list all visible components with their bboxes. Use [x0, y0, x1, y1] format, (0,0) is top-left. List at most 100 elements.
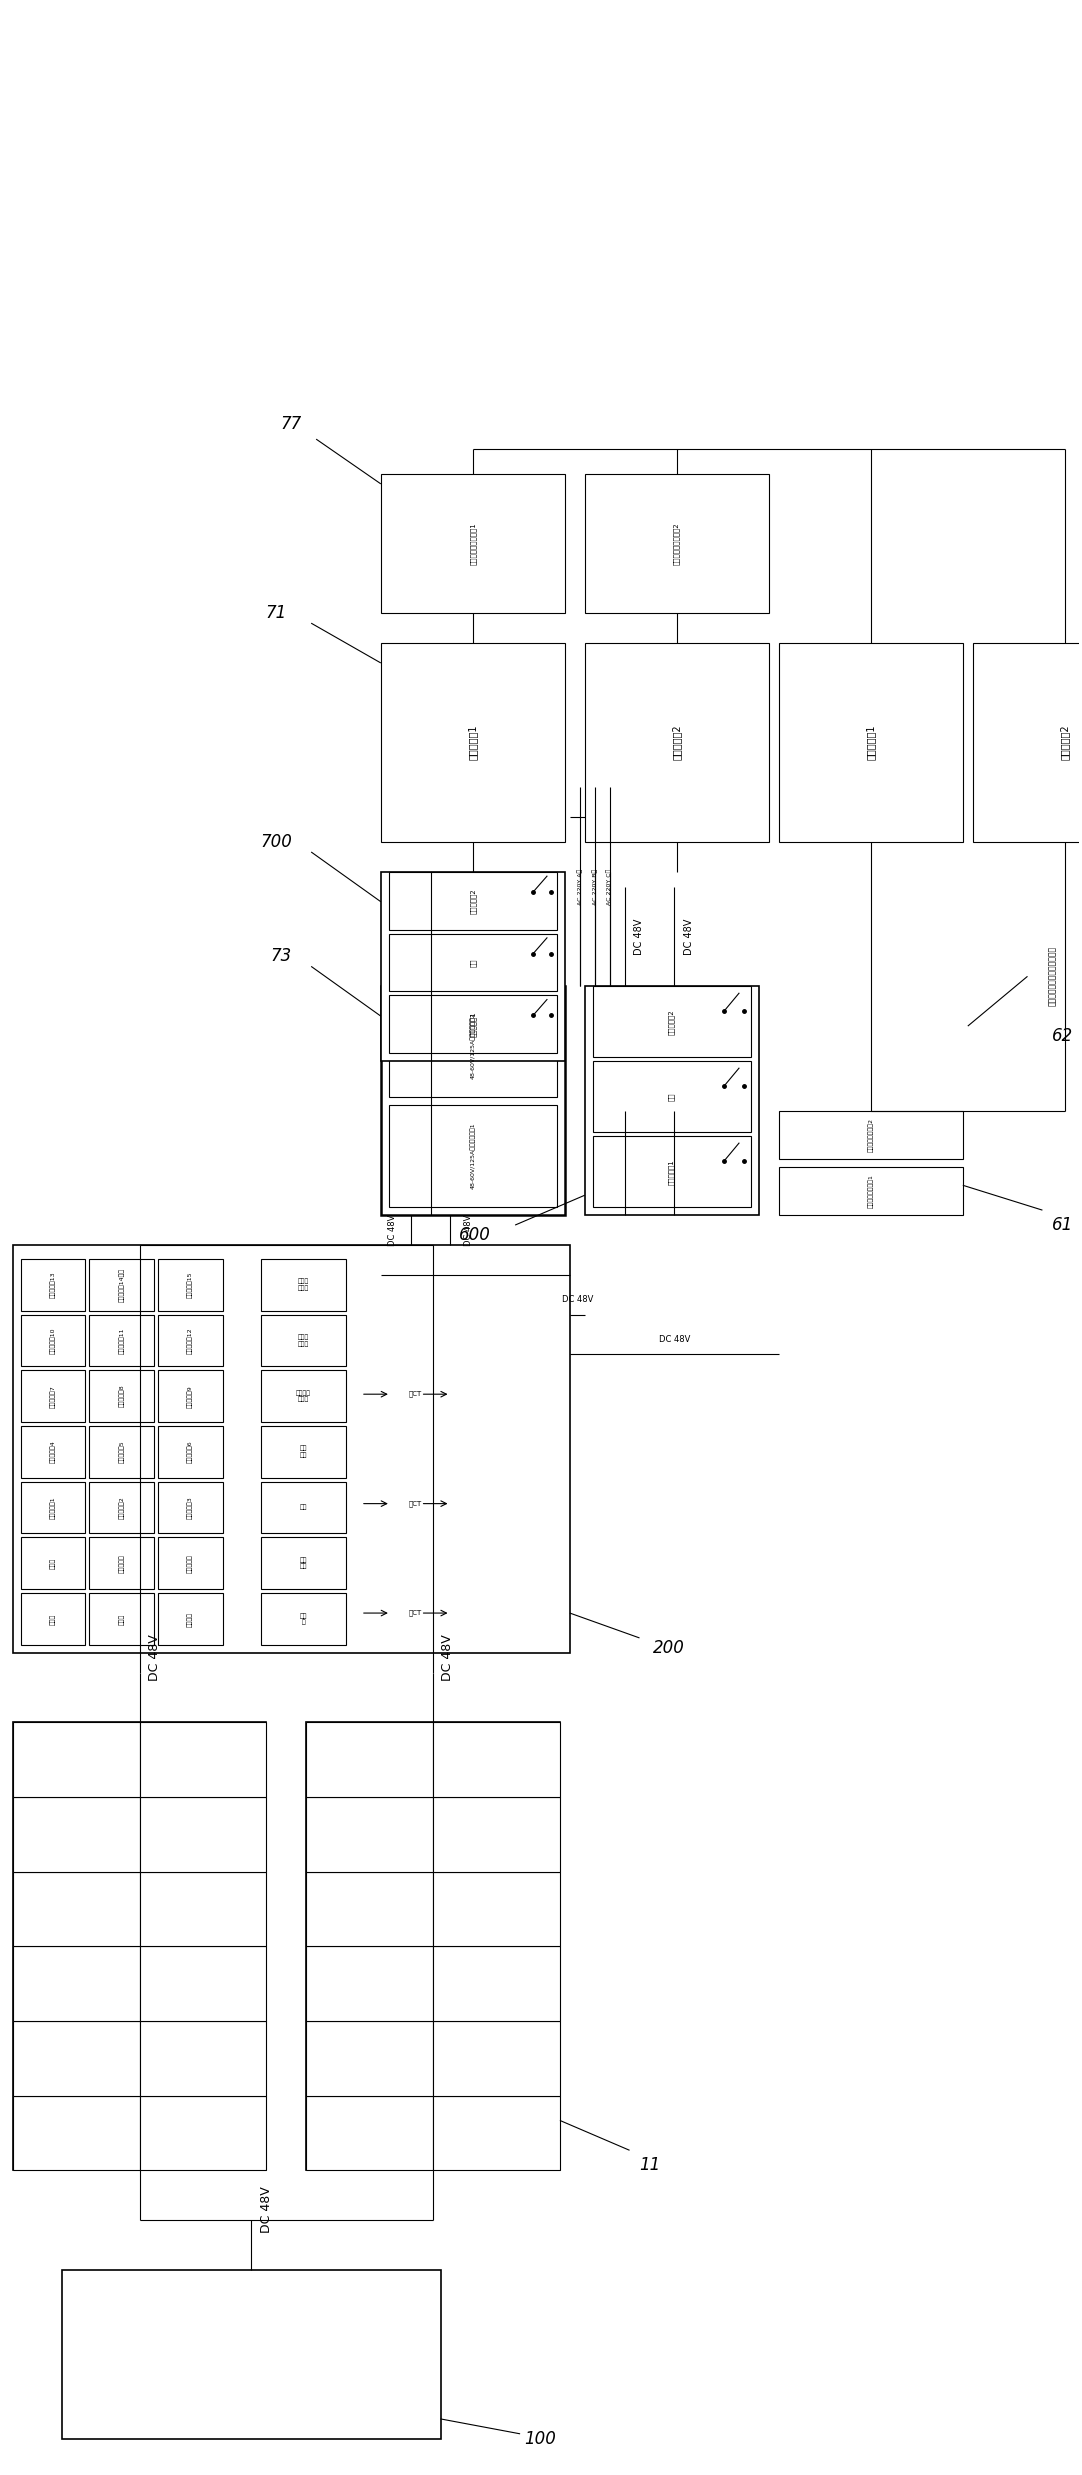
- Bar: [381, 988, 565, 1215]
- Text: 风力发电机1: 风力发电机1: [866, 725, 875, 760]
- Text: 光电控制器6: 光电控制器6: [187, 1440, 193, 1463]
- Text: 光电控制器13: 光电控制器13: [50, 1272, 56, 1297]
- Text: 48-60V/125A直流稳压电源2: 48-60V/125A直流稳压电源2: [470, 1012, 476, 1079]
- Bar: [13, 1871, 140, 1945]
- Bar: [63, 2270, 440, 2438]
- Bar: [388, 871, 557, 931]
- Bar: [306, 1871, 433, 1945]
- Bar: [779, 644, 963, 842]
- Text: 光电控制器4: 光电控制器4: [50, 1440, 56, 1463]
- Text: 柴油机启停控制装置2: 柴油机启停控制装置2: [673, 522, 681, 564]
- Bar: [433, 1871, 559, 1945]
- Bar: [388, 995, 557, 1096]
- Text: 光电控制器5: 光电控制器5: [119, 1440, 124, 1463]
- Bar: [388, 933, 557, 992]
- Text: 蓄电池
控制器: 蓄电池 控制器: [299, 1334, 309, 1346]
- Text: DC 48V: DC 48V: [634, 918, 645, 955]
- Bar: [306, 1797, 433, 1871]
- Text: 蓄CT: 蓄CT: [409, 1609, 422, 1616]
- Bar: [593, 988, 751, 1057]
- Bar: [21, 1314, 85, 1366]
- Text: 柴油发电机2: 柴油发电机2: [672, 725, 682, 760]
- Bar: [262, 1594, 346, 1646]
- Bar: [779, 1111, 963, 1158]
- Bar: [21, 1537, 85, 1589]
- Text: AC 220Y A相: AC 220Y A相: [577, 869, 582, 906]
- Bar: [306, 2096, 433, 2171]
- Bar: [158, 1371, 223, 1423]
- Text: AC 220Y C相: AC 220Y C相: [607, 869, 612, 906]
- Text: 600: 600: [460, 1225, 491, 1245]
- Bar: [593, 1062, 751, 1131]
- Bar: [584, 644, 769, 842]
- Bar: [158, 1483, 223, 1534]
- Text: 匹配: 匹配: [300, 1505, 307, 1510]
- Bar: [13, 1723, 140, 1797]
- Text: 光电控制器8: 光电控制器8: [119, 1386, 124, 1408]
- Bar: [433, 1797, 559, 1871]
- Text: 柴油发电机自动启动控制电路: 柴油发电机自动启动控制电路: [1047, 945, 1057, 1007]
- Text: 备用: 备用: [470, 958, 476, 968]
- Text: 柴油机启停控制装置1: 柴油机启停控制装置1: [470, 522, 476, 564]
- Bar: [306, 2022, 433, 2096]
- Bar: [593, 1136, 751, 1208]
- Bar: [433, 2096, 559, 2171]
- Text: 光电控制器12: 光电控制器12: [187, 1327, 193, 1354]
- Bar: [433, 2022, 559, 2096]
- Bar: [90, 1483, 154, 1534]
- Bar: [381, 473, 565, 614]
- Bar: [262, 1371, 346, 1423]
- Text: DC 48V: DC 48V: [388, 1215, 397, 1245]
- Bar: [262, 1260, 346, 1312]
- Text: 光电控制器11: 光电控制器11: [119, 1327, 124, 1354]
- Text: DC 48V: DC 48V: [659, 1334, 690, 1344]
- Text: 光电考核表: 光电考核表: [187, 1554, 193, 1572]
- Text: 风力发电机控制器2: 风力发电机控制器2: [868, 1119, 873, 1151]
- Bar: [433, 1723, 559, 1797]
- Text: 光电控制器1: 光电控制器1: [50, 1497, 56, 1520]
- Text: 柴油发电机1: 柴油发电机1: [467, 725, 478, 760]
- Text: DC 48V: DC 48V: [464, 1215, 473, 1245]
- Text: 蓄变
电源: 蓄变 电源: [300, 1445, 307, 1458]
- Bar: [140, 2096, 266, 2171]
- Text: 风电考核表: 风电考核表: [119, 1554, 124, 1572]
- Text: 柴油发电机2: 柴油发电机2: [470, 889, 476, 913]
- Text: 柴油发电机1: 柴油发电机1: [470, 1012, 476, 1037]
- Bar: [13, 1945, 140, 2022]
- Bar: [381, 871, 565, 1062]
- Text: 48-60V/125A直流稳压电源1: 48-60V/125A直流稳压电源1: [470, 1124, 476, 1188]
- Bar: [158, 1260, 223, 1312]
- Bar: [306, 1723, 559, 2171]
- Text: 100: 100: [524, 2430, 556, 2448]
- Bar: [21, 1426, 85, 1478]
- Bar: [90, 1594, 154, 1646]
- Text: DC 48V: DC 48V: [441, 1634, 454, 1681]
- Text: 风力发电机1: 风力发电机1: [669, 1158, 675, 1186]
- Bar: [973, 644, 1082, 842]
- Text: 光电控制器7: 光电控制器7: [50, 1386, 56, 1408]
- Bar: [140, 1945, 266, 2022]
- Text: 风力发电机控制器1: 风力发电机控制器1: [868, 1173, 873, 1208]
- Bar: [21, 1371, 85, 1423]
- Bar: [584, 988, 758, 1215]
- Text: 光电控制器2: 光电控制器2: [119, 1497, 124, 1520]
- Text: AC 220Y B相: AC 220Y B相: [592, 869, 597, 906]
- Bar: [140, 1797, 266, 1871]
- Bar: [140, 1871, 266, 1945]
- Text: 电压表: 电压表: [50, 1614, 56, 1624]
- Bar: [21, 1483, 85, 1534]
- Text: 蓄变
电源: 蓄变 电源: [300, 1557, 307, 1569]
- Bar: [388, 995, 557, 1052]
- Bar: [90, 1426, 154, 1478]
- Text: 700: 700: [261, 834, 292, 851]
- Text: 11: 11: [638, 2156, 660, 2173]
- Bar: [90, 1537, 154, 1589]
- Bar: [433, 1945, 559, 2022]
- Text: 200: 200: [654, 1638, 685, 1656]
- Bar: [140, 1723, 266, 1797]
- Text: DC 48V: DC 48V: [684, 918, 695, 955]
- Bar: [158, 1426, 223, 1478]
- Bar: [306, 1723, 433, 1797]
- Text: 风CT: 风CT: [409, 1391, 422, 1398]
- Bar: [140, 2022, 266, 2096]
